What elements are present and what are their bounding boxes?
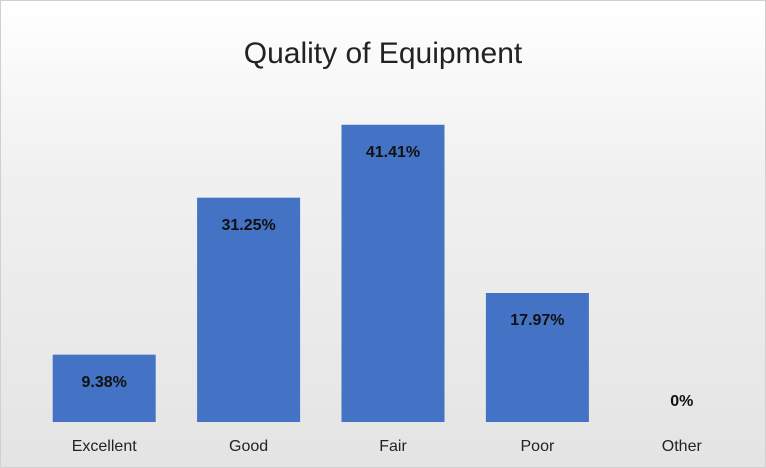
value-label: 31.25%: [221, 217, 275, 234]
value-label: 41.41%: [366, 144, 420, 161]
x-tick-label: Fair: [379, 438, 407, 455]
bar: [52, 354, 156, 422]
value-label: 9.38%: [82, 374, 127, 391]
x-tick-label: Other: [662, 438, 703, 455]
value-label: 17.97%: [510, 312, 564, 329]
bar: [485, 293, 589, 422]
value-label: 0%: [670, 393, 693, 410]
chart-title: Quality of Equipment: [244, 37, 523, 70]
x-tick-label: Good: [229, 438, 268, 455]
x-tick-label: Excellent: [72, 438, 137, 455]
bar: [341, 124, 445, 422]
bar: [197, 197, 301, 422]
x-tick-label: Poor: [521, 438, 555, 455]
